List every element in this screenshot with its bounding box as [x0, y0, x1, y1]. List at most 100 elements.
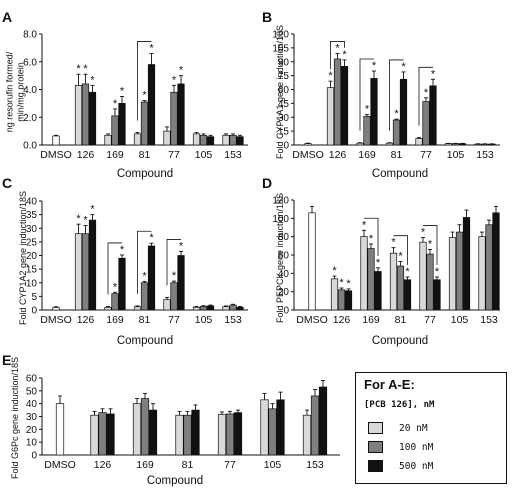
panel-e-category-label: 169 — [136, 459, 154, 471]
panel-b-bracket — [418, 66, 433, 126]
panel-e-category-label: 126 — [94, 459, 112, 471]
panel-c-category-label: DMSO — [40, 314, 72, 326]
panel-d-bar — [478, 236, 486, 311]
panel-b-bar — [356, 142, 364, 146]
panel-e-bar-dmso — [55, 403, 65, 456]
panel-c-bracket — [137, 230, 152, 294]
panel-d-significance-star: * — [428, 239, 433, 251]
panel-c-bar — [88, 219, 97, 311]
panel-e-bar — [132, 403, 142, 456]
panel-c-bar — [199, 306, 208, 311]
panel-a-significance-star: * — [90, 74, 95, 86]
panel-d-bar — [344, 290, 353, 311]
panel-c-y-tick-label: 25 — [26, 237, 38, 248]
panel-d-label: D — [262, 175, 272, 191]
panel-c-significance-star: * — [113, 281, 118, 293]
panel-b-y-tick-label: 30 — [278, 113, 290, 124]
panel-b-y-tick-label: 120 — [272, 30, 289, 41]
panel-c-significance-star: * — [172, 270, 177, 282]
panel-e-y-label-line: Fold G6Pc gene induction/18S — [10, 357, 20, 479]
panel-c-label: C — [2, 175, 12, 191]
panel-c-bar — [74, 233, 83, 311]
panel-a-bar — [192, 133, 201, 146]
panel-c-significance-star: * — [76, 213, 81, 225]
panel-e-bar — [98, 412, 107, 456]
panel-c-bar — [147, 245, 156, 311]
panel-c-bar — [118, 257, 126, 311]
panel-d-significance-star: * — [339, 277, 344, 289]
panel-b-category-label: 153 — [476, 149, 494, 161]
panel-e-category-label: 81 — [182, 459, 194, 471]
panel-b-bar — [415, 138, 423, 146]
panel-c-y-tick-label: 20 — [26, 251, 38, 262]
panel-c-y-tick-label: 40 — [26, 197, 38, 208]
panel-a-bar — [229, 134, 237, 146]
panel-c-bracket — [107, 242, 122, 295]
panel-e-x-label: Compound — [147, 475, 203, 487]
panel-a-bar — [74, 84, 83, 146]
panel-a-category-label: 169 — [106, 149, 124, 161]
panel-e-y-tick-label: 40 — [26, 399, 38, 410]
panel-d-category-label: 169 — [362, 314, 380, 326]
panel-e-bar — [183, 414, 192, 456]
panel-d-bracket — [423, 225, 438, 265]
panel-d-significance-star: * — [435, 266, 440, 278]
legend-item-100nm: 100 nM — [368, 441, 433, 453]
panel-d-y-tick-label: 60 — [278, 251, 290, 262]
panel-d-significance-star: * — [369, 233, 374, 245]
panel-d-y-label: Fold PEPCK gene induction/18S — [275, 193, 285, 323]
panel-a-significance-star: * — [172, 74, 177, 86]
panel-a-significance-star: * — [76, 63, 81, 75]
panel-b-y-tick-label: 90 — [278, 57, 290, 68]
panel-d-category-label: 126 — [333, 314, 351, 326]
panel-b-bar — [326, 87, 335, 146]
panel-a-bar — [81, 83, 90, 146]
panel-c-bar — [163, 299, 171, 311]
panel-c-bar — [170, 282, 178, 311]
panel-b-bar — [370, 78, 378, 146]
panel-c-y-tick-label: 5 — [31, 292, 37, 303]
panel-d-bar — [485, 224, 493, 311]
panel-a-significance-star: * — [149, 42, 154, 54]
panel-c-bracket — [166, 239, 181, 286]
panel-a-category-label: 77 — [168, 149, 180, 161]
panel-b-bar — [399, 78, 408, 146]
panel-a-significance-star: * — [179, 65, 184, 77]
panel-c-bar — [104, 306, 112, 311]
panel-c-bar — [177, 255, 185, 311]
panel-e-bar — [318, 386, 328, 456]
panel-b-bar — [385, 142, 394, 146]
panel-d-bar — [462, 217, 471, 311]
panel-e-bar — [217, 414, 227, 456]
legend-label-500nm: 500 nM — [399, 460, 434, 472]
panel-c-x-label: Compound — [117, 335, 173, 347]
panel-b-y-tick-label: 15 — [278, 127, 290, 138]
panel-c-y-tick-label: 10 — [26, 278, 38, 289]
panel-d-y-label-line: Fold PEPCK gene induction/18S — [275, 193, 285, 323]
panel-d-y-tick-label: 100 — [272, 214, 289, 225]
panel-b-bar — [444, 143, 453, 146]
panel-b-significance-star: * — [394, 108, 399, 120]
panel-a-bar — [163, 130, 171, 146]
panel-c-bar — [140, 282, 149, 311]
panel-d-category-label: DMSO — [296, 314, 328, 326]
panel-b-bar — [451, 143, 460, 146]
panel-a-label: A — [2, 9, 12, 25]
panel-b-category-label: 126 — [329, 149, 347, 161]
panel-a-significance-star: * — [83, 63, 88, 75]
panel-b-significance-star: * — [424, 87, 429, 99]
panel-b-category-label: 81 — [391, 149, 403, 161]
panel-a-bar — [88, 91, 97, 146]
panel-d-bar — [448, 237, 457, 311]
panel-d-significance-star: * — [391, 237, 396, 249]
panel-e-bar — [225, 413, 235, 456]
panel-d-bracket — [393, 235, 408, 265]
panel-d-bar-dmso — [308, 212, 316, 311]
panel-a-y-tick-label: 2.0 — [23, 113, 37, 124]
panel-b-category-label: 77 — [420, 149, 432, 161]
panel-a-bar — [118, 103, 126, 146]
panel-b-bar-dmso — [304, 143, 312, 146]
panel-e-category-label: DMSO — [44, 459, 76, 471]
panel-c-bar — [229, 304, 237, 311]
